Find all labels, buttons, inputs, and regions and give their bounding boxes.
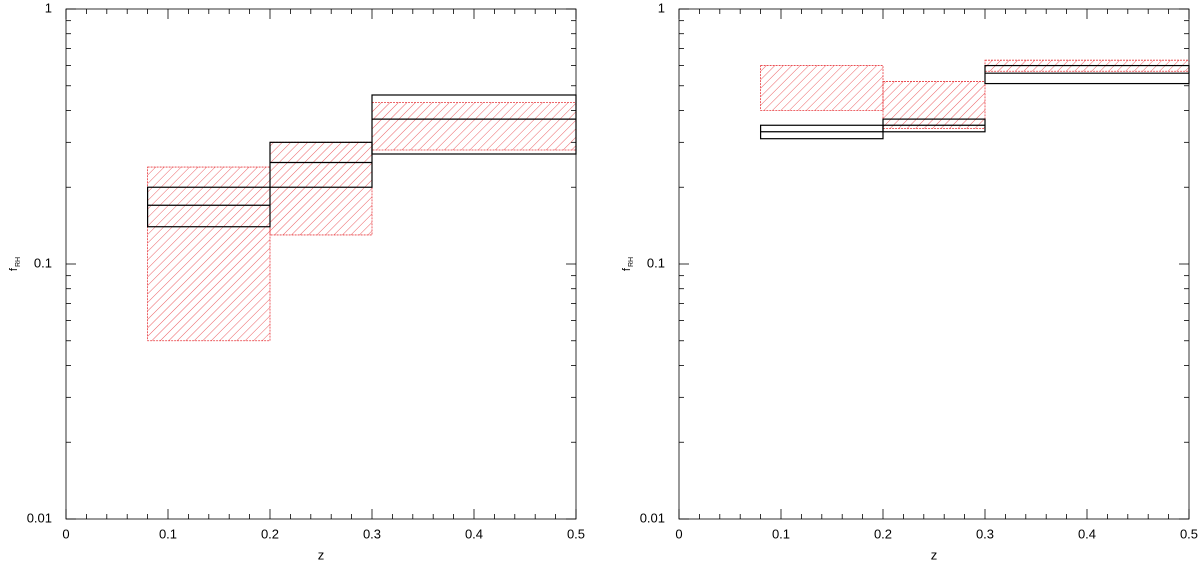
x-tick-label: 0 <box>62 526 69 541</box>
plot-frame <box>65 8 577 520</box>
x-tick-label: 0.5 <box>1180 526 1198 541</box>
y-tick-label: 1 <box>658 0 665 15</box>
x-tick-label: 0.2 <box>874 526 892 541</box>
x-tick-label: 0.5 <box>567 526 585 541</box>
x-tick-label: 0.1 <box>159 526 177 541</box>
x-tick-label: 0.4 <box>1078 526 1096 541</box>
x-tick-label: 0 <box>675 526 682 541</box>
x-tick-label: 0.1 <box>772 526 790 541</box>
y-axis-label-main: f <box>621 267 633 271</box>
y-tick-label: 0.01 <box>640 510 665 525</box>
y-axis-label: fRH <box>8 257 22 271</box>
x-tick-label: 0.3 <box>363 526 381 541</box>
black-range <box>269 141 373 188</box>
y-tick-label: 0.1 <box>34 255 52 270</box>
y-tick-label: 0.01 <box>27 510 52 525</box>
y-axis-label: fRH <box>621 257 635 271</box>
x-axis-label: z <box>318 547 325 562</box>
x-tick-label: 0.3 <box>976 526 994 541</box>
y-tick-label: 0.1 <box>647 255 665 270</box>
hatched-band <box>760 65 884 111</box>
hatched-band <box>882 81 986 129</box>
y-axis-label-sub: RH <box>628 257 635 267</box>
hatched-band <box>371 102 577 151</box>
hatched-band <box>269 141 373 236</box>
hatched-band <box>147 166 271 342</box>
y-axis-label-sub: RH <box>15 257 22 267</box>
x-axis-label: z <box>931 547 938 562</box>
x-tick-label: 0.2 <box>261 526 279 541</box>
black-range <box>147 186 271 228</box>
y-tick-label: 1 <box>45 0 52 15</box>
y-axis-label-main: f <box>8 267 20 271</box>
x-tick-label: 0.4 <box>465 526 483 541</box>
